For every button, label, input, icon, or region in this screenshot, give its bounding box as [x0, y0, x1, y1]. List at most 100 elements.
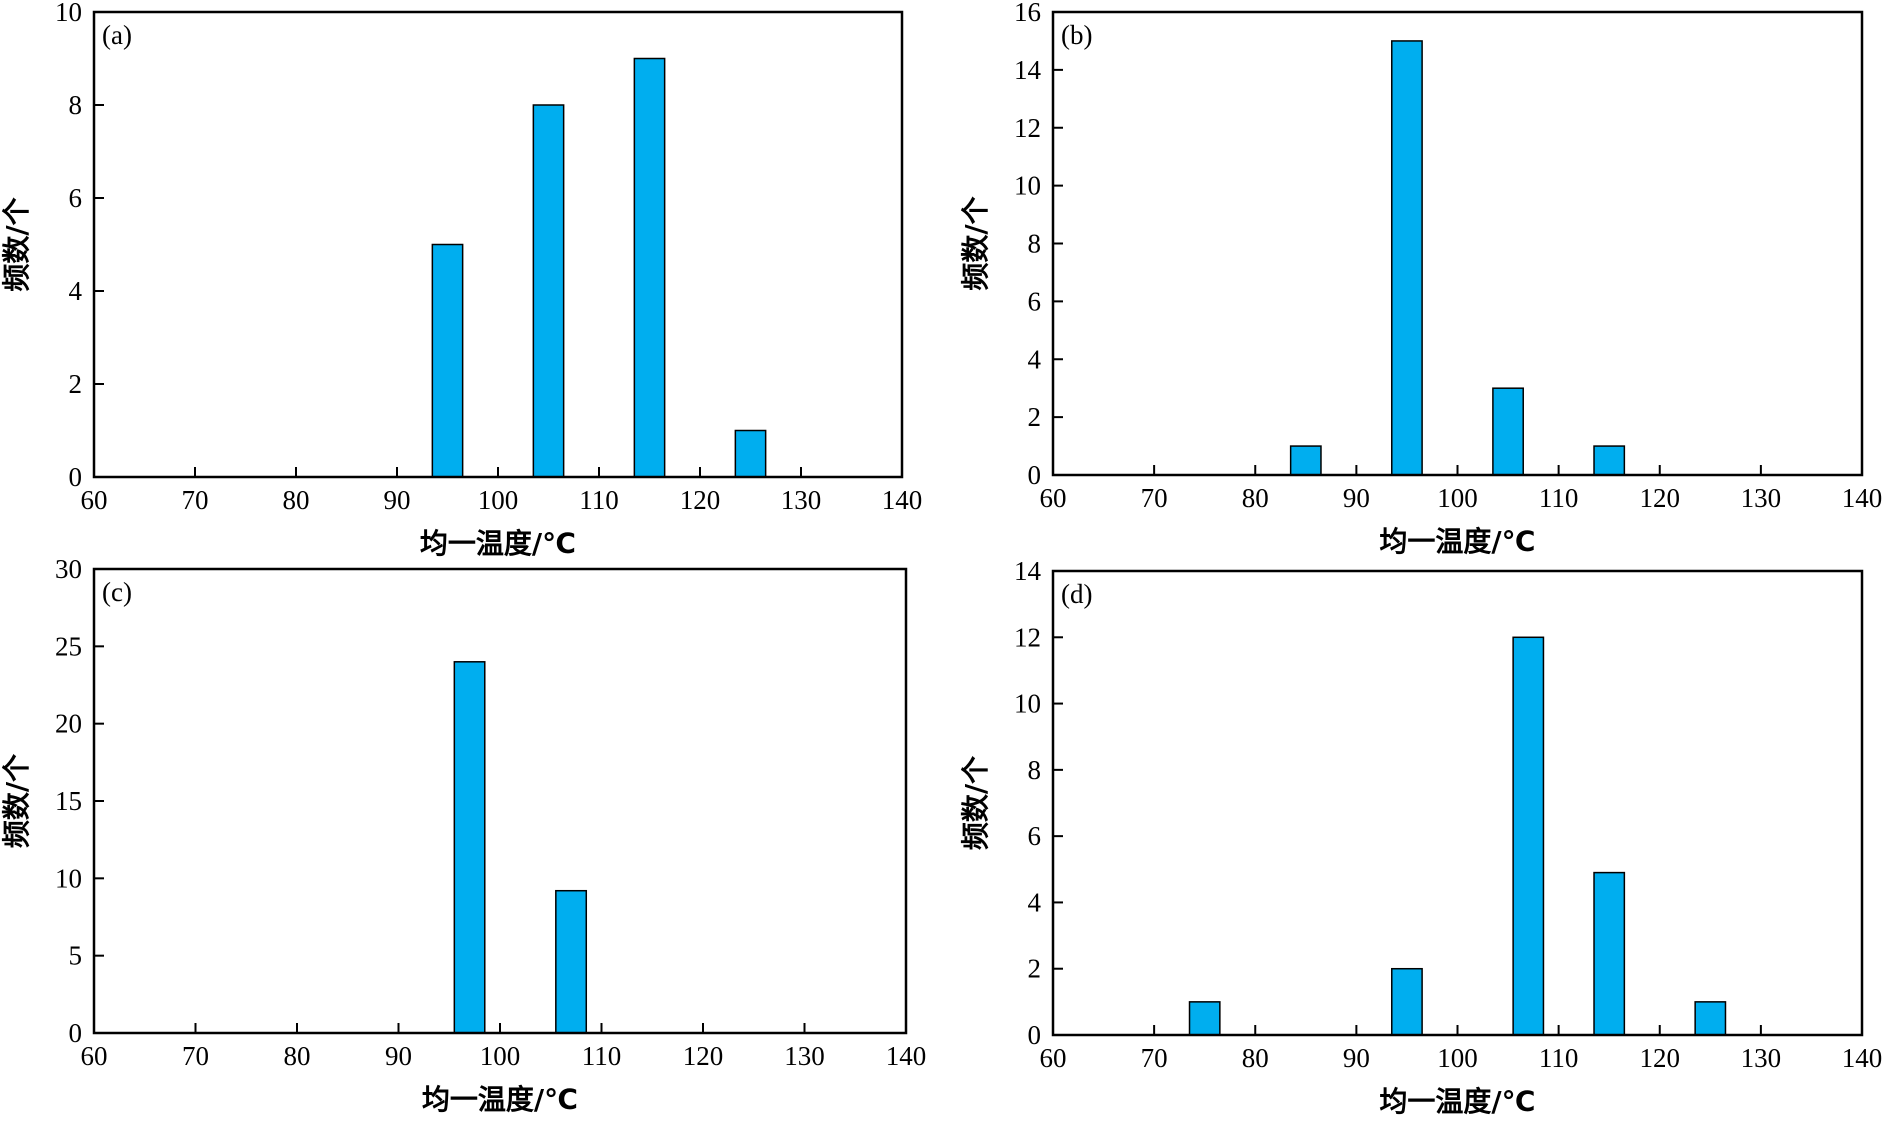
x-tick-label: 100	[1437, 1043, 1478, 1073]
panel-c: 60 70 80 90 100 110 120 130 140 0 5 10 15 20 25 30 (c) 均一…	[0, 554, 926, 1116]
x-tick-label: 90	[385, 1041, 412, 1071]
x-tick-label: 60	[81, 485, 108, 515]
x-tick-label: 70	[1141, 1043, 1168, 1073]
panel-d: 60 70 80 90 100 110 120 130 140 0 2 4 6 8 10 12 14 (d) 均一温…	[959, 556, 1882, 1118]
y-tick-label: 4	[69, 276, 83, 306]
bar	[734, 429, 767, 478]
panel-a: 60 70 80 90 100 110 120 130 140 0 2 4 6 8 10 (a) 均一温度/℃ 频…	[0, 0, 922, 560]
y-tick-label: 2	[1028, 954, 1042, 984]
y-tick-label: 12	[1014, 113, 1041, 143]
y-tick-label: 4	[1028, 344, 1042, 374]
panel-label: (b)	[1061, 20, 1092, 50]
bar	[1391, 967, 1423, 1036]
x-axis-label: 均一温度/℃	[1379, 525, 1535, 558]
y-tick-label: 0	[1028, 460, 1042, 490]
bar	[453, 661, 486, 1034]
panel-label: (a)	[102, 20, 132, 50]
y-tick-label: 6	[1028, 286, 1042, 316]
y-tick-label: 5	[69, 941, 83, 971]
y-tick-label: 30	[55, 554, 82, 584]
panel-label: (c)	[102, 577, 132, 607]
plot-frame	[1051, 10, 1864, 477]
x-tick-label: 80	[283, 485, 310, 515]
x-axis-label: 均一温度/℃	[422, 1083, 578, 1116]
bar	[1188, 1001, 1221, 1036]
y-tick-label: 12	[1014, 622, 1041, 652]
y-tick-label: 4	[1028, 887, 1042, 917]
panel-label: (d)	[1061, 579, 1092, 609]
bar	[1694, 1001, 1727, 1036]
x-tick-label: 140	[886, 1041, 927, 1071]
y-axis-label: 频数/个	[0, 753, 33, 848]
y-tick-label: 0	[69, 462, 83, 492]
x-tick-label: 110	[1539, 483, 1579, 513]
x-tick-label: 140	[882, 485, 923, 515]
x-tick-label: 70	[182, 1041, 209, 1071]
y-tick-label: 10	[1014, 171, 1041, 201]
y-tick-label: 2	[69, 369, 83, 399]
bar	[633, 57, 666, 478]
bar	[532, 104, 565, 478]
x-tick-label: 120	[683, 1041, 724, 1071]
x-tick-label: 60	[81, 1041, 108, 1071]
x-tick-label: 110	[1539, 1043, 1579, 1073]
x-tick-label: 60	[1040, 483, 1067, 513]
y-tick-label: 6	[69, 183, 83, 213]
x-tick-label: 100	[478, 485, 519, 515]
y-tick-label: 10	[1014, 689, 1041, 719]
y-axis-label: 频数/个	[959, 195, 992, 290]
x-tick-label: 80	[1242, 1043, 1269, 1073]
x-tick-label: 90	[1343, 1043, 1370, 1073]
bar	[1492, 387, 1524, 476]
x-tick-label: 110	[582, 1041, 622, 1071]
y-tick-label: 10	[55, 863, 82, 893]
x-tick-label: 60	[1040, 1043, 1067, 1073]
x-tick-label: 140	[1842, 1043, 1883, 1073]
plot-frame	[92, 567, 908, 1035]
y-axis-label: 频数/个	[959, 755, 992, 850]
y-tick-label: 0	[69, 1018, 83, 1048]
x-axis-label: 均一温度/℃	[1379, 1085, 1535, 1118]
bar	[1512, 636, 1545, 1036]
y-tick-label: 15	[55, 786, 82, 816]
bar	[555, 889, 588, 1034]
x-tick-label: 90	[384, 485, 411, 515]
bar	[1391, 40, 1423, 476]
x-tick-label: 80	[1242, 483, 1269, 513]
y-tick-label: 0	[1028, 1020, 1042, 1050]
x-tick-label: 70	[1141, 483, 1168, 513]
y-tick-label: 16	[1014, 0, 1041, 27]
x-tick-label: 100	[480, 1041, 521, 1071]
x-tick-label: 100	[1437, 483, 1478, 513]
y-tick-label: 20	[55, 709, 82, 739]
y-tick-label: 8	[69, 90, 83, 120]
x-tick-label: 130	[1741, 483, 1782, 513]
x-tick-label: 140	[1842, 483, 1883, 513]
x-tick-label: 120	[1640, 483, 1681, 513]
panel-b: 60 70 80 90 100 110 120 130 140 0 2 4 6 8 10 12 14 16 (b) 均…	[959, 0, 1882, 558]
y-axis-label: 频数/个	[0, 196, 33, 291]
x-tick-label: 110	[579, 485, 619, 515]
y-tick-label: 14	[1014, 556, 1042, 586]
x-tick-label: 130	[1741, 1043, 1782, 1073]
bar	[1289, 445, 1322, 476]
plot-frame	[92, 10, 904, 479]
x-tick-label: 80	[284, 1041, 311, 1071]
y-tick-label: 8	[1028, 755, 1042, 785]
y-tick-label: 6	[1028, 821, 1042, 851]
x-tick-label: 70	[182, 485, 209, 515]
x-tick-label: 120	[1640, 1043, 1681, 1073]
x-tick-label: 120	[680, 485, 721, 515]
plot-frame	[1051, 569, 1864, 1037]
y-tick-label: 2	[1028, 402, 1042, 432]
y-tick-label: 8	[1028, 229, 1042, 259]
x-axis-label: 均一温度/℃	[420, 527, 576, 560]
bar	[431, 243, 464, 478]
bar	[1593, 871, 1626, 1036]
x-tick-label: 130	[781, 485, 822, 515]
x-tick-label: 130	[784, 1041, 825, 1071]
y-tick-label: 10	[55, 0, 82, 27]
x-tick-label: 90	[1343, 483, 1370, 513]
y-tick-label: 25	[55, 631, 82, 661]
